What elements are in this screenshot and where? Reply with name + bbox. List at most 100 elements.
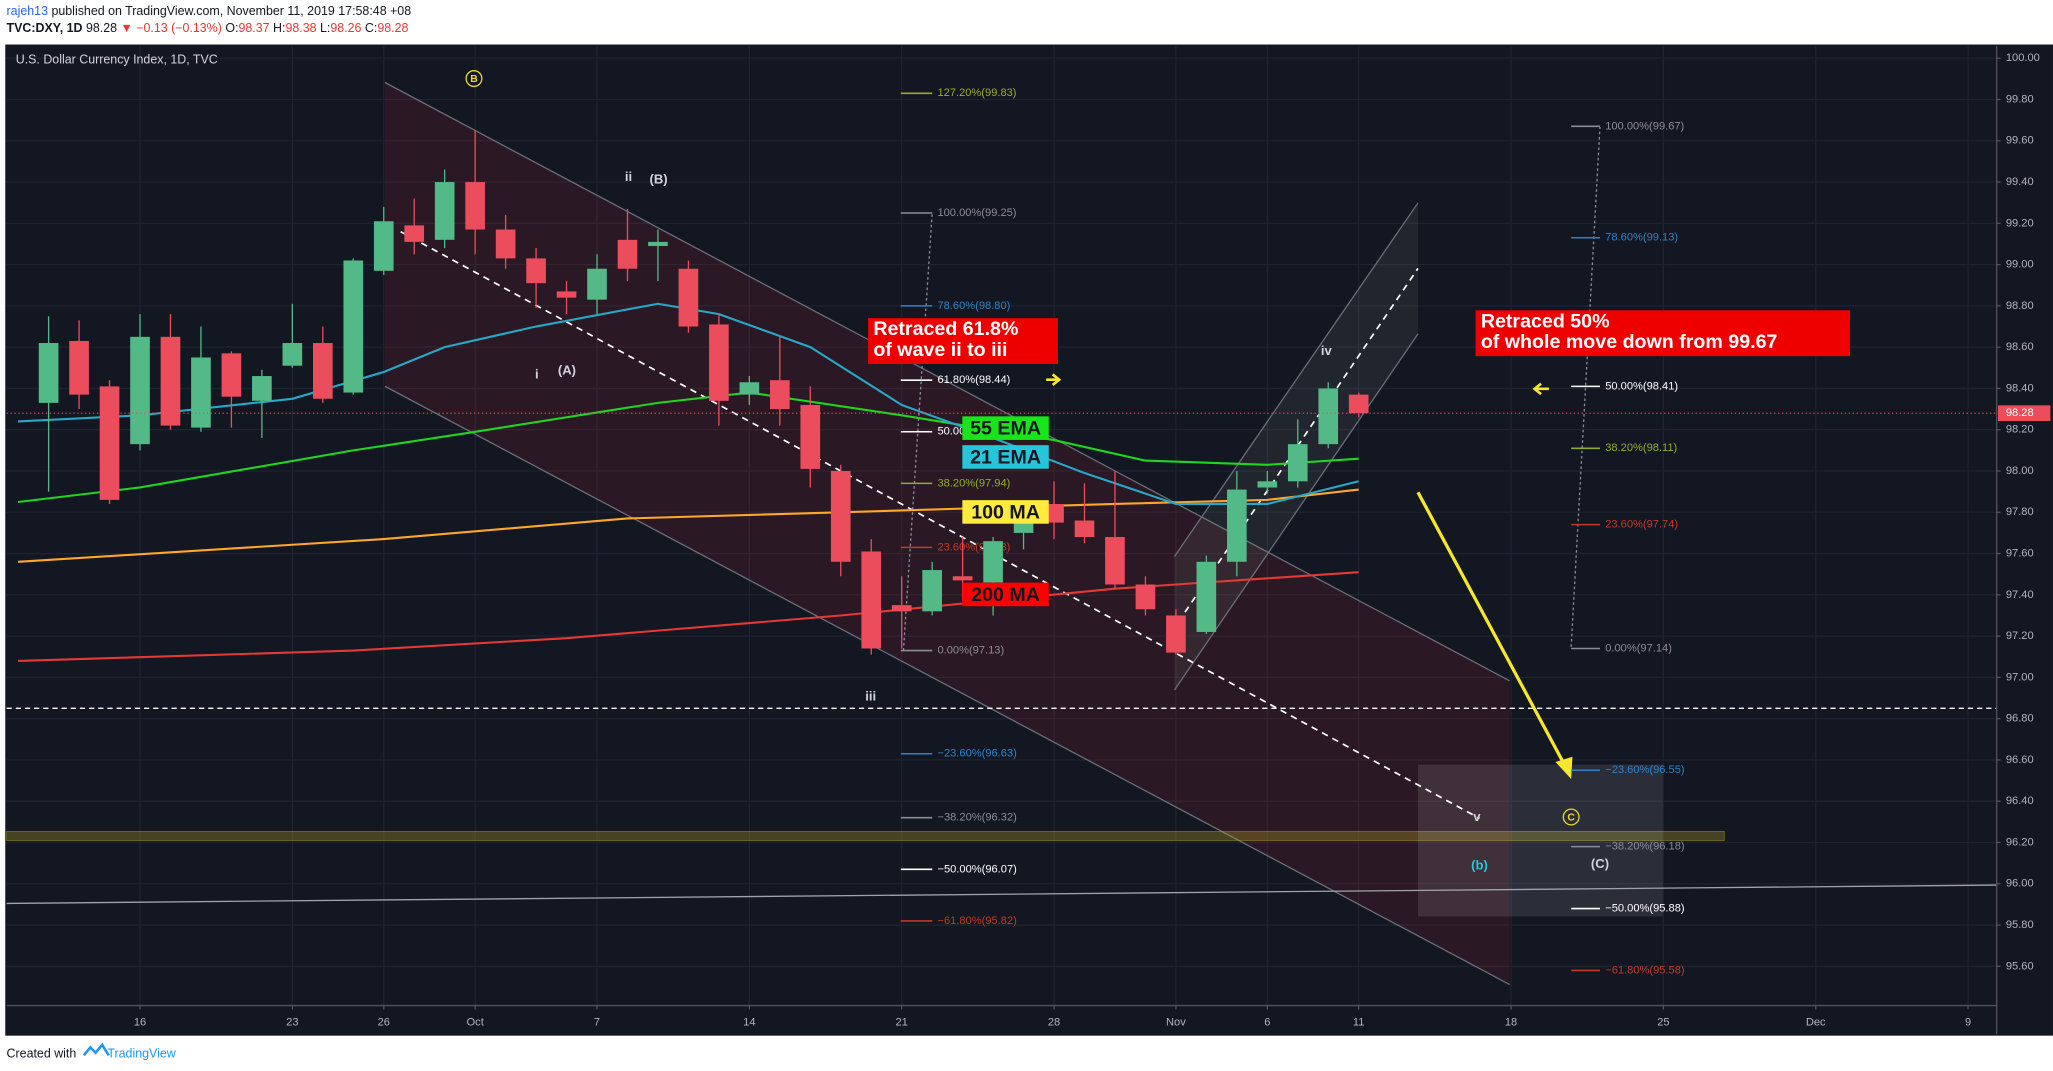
- candle-body: [160, 336, 181, 426]
- candle-body: [130, 336, 150, 445]
- x-tick-label: 25: [1657, 1016, 1669, 1028]
- y-tick-label: 98.00: [2006, 465, 2034, 477]
- callout-text: of wave ii to iii: [873, 339, 1007, 361]
- y-tick-label: 97.80: [2006, 506, 2034, 518]
- y-tick-label: 97.60: [2006, 547, 2034, 559]
- candle-body: [1135, 584, 1156, 610]
- fib-label: −50.00%(96.07): [937, 863, 1017, 875]
- candle-body: [709, 324, 729, 401]
- candle-body: [1196, 561, 1217, 632]
- wave-label: B: [470, 74, 478, 85]
- fib-label: 100.00%(99.25): [937, 207, 1016, 219]
- symbol: TVC:DXY, 1D: [7, 21, 83, 35]
- candle-body: [1227, 489, 1247, 562]
- callout-box: [868, 318, 1058, 364]
- fib-label: 100.00%(99.67): [1605, 120, 1684, 132]
- support-zone: [6, 831, 1725, 841]
- y-tick-label: 95.60: [2006, 960, 2034, 972]
- candle-body: [1287, 444, 1308, 482]
- y-tick-label: 96.60: [2006, 754, 2034, 766]
- fib-label: −50.00%(95.88): [1605, 902, 1685, 914]
- y-tick-label: 96.40: [2006, 795, 2034, 807]
- x-tick-label: 9: [1965, 1016, 1971, 1028]
- candle-body: [678, 268, 699, 327]
- footer-brand: TradingView: [107, 1046, 175, 1060]
- l-value: 98.26: [330, 21, 361, 35]
- fib-label: 127.20%(99.83): [937, 87, 1016, 99]
- x-tick-label: 18: [1505, 1016, 1517, 1028]
- candle-body: [69, 340, 89, 395]
- wave-label: (b): [1471, 858, 1488, 873]
- x-tick-label: Dec: [1806, 1016, 1826, 1028]
- fib-label: 50.00%(98.41): [1605, 380, 1678, 392]
- candle-body: [1318, 388, 1339, 445]
- candle-body: [1257, 481, 1278, 488]
- candle-body: [648, 241, 668, 247]
- callout-text: Retraced 50%: [1481, 310, 1610, 332]
- ma-label-box: [962, 500, 1049, 524]
- candle-body: [922, 570, 942, 612]
- candle-body: [983, 541, 1003, 583]
- change: −0.13 (−0.13%): [136, 21, 222, 35]
- chart-title: U.S. Dollar Currency Index, 1D, TVC: [16, 53, 218, 67]
- wave-label: iii: [865, 689, 876, 704]
- fib-label: 0.00%(97.13): [937, 644, 1004, 656]
- chart-background: [5, 44, 2053, 1036]
- candle-body: [1166, 615, 1186, 653]
- big-arrow: [1416, 491, 1569, 771]
- x-tick-label: 6: [1264, 1016, 1270, 1028]
- x-tick-label: 26: [378, 1016, 390, 1028]
- callout-box: [1475, 310, 1851, 357]
- fib-label: −23.60%(96.63): [937, 748, 1017, 760]
- wave-circle: [1562, 808, 1580, 826]
- wave-label: iv: [1321, 343, 1333, 358]
- footer-logo: [82, 1042, 110, 1057]
- x-tick-label: 23: [286, 1016, 298, 1028]
- candle-body: [252, 376, 272, 401]
- ma-label: 55 EMA: [970, 418, 1041, 440]
- fib-label: −61.80%(95.58): [1605, 964, 1685, 976]
- candle-body: [800, 404, 821, 469]
- arrow-right: [1046, 373, 1062, 386]
- ma-label: 21 EMA: [970, 446, 1041, 468]
- wave-label: v: [1473, 809, 1481, 824]
- x-tick-label: 16: [134, 1016, 146, 1028]
- falling-channel-fill: [384, 82, 1510, 985]
- fib-label: 38.20%(98.11): [1605, 442, 1677, 454]
- y-tick-label: 100.00: [2006, 52, 2040, 64]
- candle-body: [465, 182, 485, 230]
- candle-body: [312, 343, 333, 399]
- wave-label: C: [1567, 812, 1575, 823]
- fib-label: −38.20%(96.32): [937, 812, 1017, 824]
- channel-upper: [384, 81, 1510, 682]
- fib-label: 61.80%(98.44): [937, 374, 1010, 386]
- fib-box: [1417, 764, 1663, 917]
- y-tick-label: 99.60: [2006, 135, 2034, 147]
- ma-label: 200 MA: [971, 584, 1040, 606]
- candle-body: [861, 551, 882, 649]
- ma-label: 100 MA: [971, 501, 1040, 523]
- y-tick-label: 98.40: [2006, 382, 2034, 394]
- callout-text: of whole move down from 99.67: [1481, 331, 1778, 353]
- fib-label: 38.20%(97.94): [937, 477, 1010, 489]
- candle-body: [282, 343, 303, 366]
- c-value: 98.28: [377, 21, 408, 35]
- h-label: H:: [273, 21, 285, 35]
- candle-body: [221, 353, 242, 397]
- change-arrow: ▼: [120, 21, 132, 35]
- candle-body: [1348, 394, 1369, 414]
- candle-body: [404, 225, 425, 242]
- o-value: 98.37: [238, 21, 269, 35]
- y-tick-label: 97.20: [2006, 630, 2034, 642]
- callout-text: Retraced 61.8%: [873, 318, 1018, 340]
- y-tick-label: 98.60: [2006, 341, 2034, 353]
- candle-body: [191, 357, 211, 428]
- x-tick-label: 7: [594, 1016, 600, 1028]
- candle-body: [952, 576, 973, 581]
- fib-label: 23.60%(97.74): [1605, 519, 1678, 531]
- ma-label-box: [962, 445, 1049, 469]
- last-price-label: 98.28: [2006, 407, 2034, 419]
- ma-label-box: [962, 416, 1049, 440]
- big-arrow-head: [1555, 756, 1573, 780]
